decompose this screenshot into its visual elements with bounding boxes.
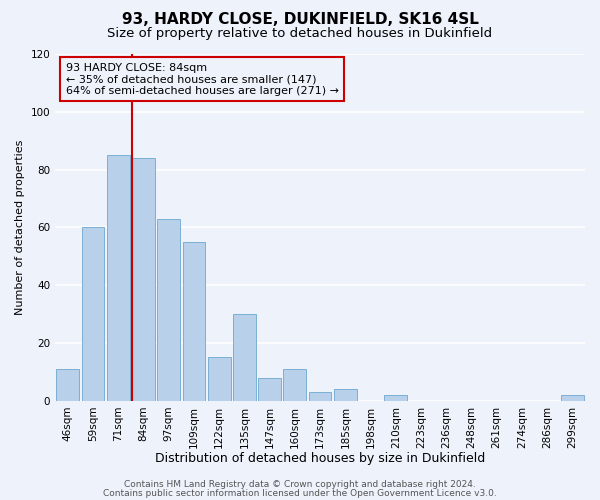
Text: Contains HM Land Registry data © Crown copyright and database right 2024.: Contains HM Land Registry data © Crown c… — [124, 480, 476, 489]
Bar — [334, 390, 356, 401]
Bar — [82, 228, 104, 401]
Text: Contains public sector information licensed under the Open Government Licence v3: Contains public sector information licen… — [103, 488, 497, 498]
Bar — [132, 158, 155, 401]
Bar — [283, 369, 306, 401]
Bar — [56, 369, 79, 401]
Bar — [561, 395, 584, 401]
Bar — [309, 392, 331, 401]
Bar — [385, 395, 407, 401]
Bar — [157, 219, 180, 401]
Bar — [182, 242, 205, 401]
Y-axis label: Number of detached properties: Number of detached properties — [15, 140, 25, 315]
Bar — [107, 155, 130, 401]
Bar — [233, 314, 256, 401]
Text: 93, HARDY CLOSE, DUKINFIELD, SK16 4SL: 93, HARDY CLOSE, DUKINFIELD, SK16 4SL — [122, 12, 478, 28]
Bar — [258, 378, 281, 401]
Text: Size of property relative to detached houses in Dukinfield: Size of property relative to detached ho… — [107, 28, 493, 40]
Bar — [208, 358, 230, 401]
X-axis label: Distribution of detached houses by size in Dukinfield: Distribution of detached houses by size … — [155, 452, 485, 465]
Text: 93 HARDY CLOSE: 84sqm
← 35% of detached houses are smaller (147)
64% of semi-det: 93 HARDY CLOSE: 84sqm ← 35% of detached … — [66, 62, 339, 96]
